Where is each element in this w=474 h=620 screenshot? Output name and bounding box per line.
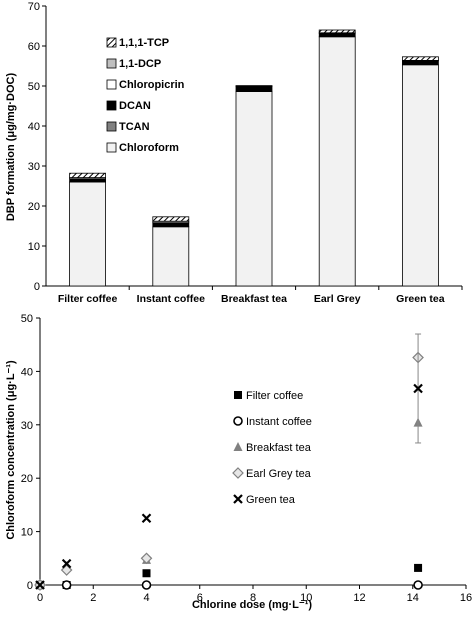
legend-label-filter-coffee: Filter coffee — [246, 390, 303, 402]
legend-marker-filter-coffee — [234, 391, 242, 399]
legend-label-breakfast-tea: Breakfast tea — [246, 442, 312, 454]
bottom-chart-y-tick-label: 50 — [21, 313, 33, 325]
legend-marker-earl-grey-tea — [232, 467, 244, 479]
legend-swatch-tcan — [106, 121, 117, 132]
top-chart-y-tick-label: 30 — [28, 161, 40, 173]
top-chart-y-tick-label: 50 — [28, 81, 40, 93]
point-instant-coffee — [61, 580, 72, 590]
top-chart-y-axis-label: DBP formation (μg/mg·DOC) — [5, 73, 17, 222]
legend-swatch-dcan — [106, 100, 117, 111]
legend-label-1-1-1-tcp: 1,1,1-TCP — [119, 37, 169, 49]
legend-swatch-chloropicrin — [106, 79, 117, 90]
bottom-chart-ticks: 0 10 20 30 40 50 0 2 4 6 8 10 12 14 16 — [21, 313, 472, 604]
bar-instant-coffee-chloroform — [152, 226, 190, 287]
top-chart-y-ticks: 0 10 20 30 40 50 60 70 — [28, 1, 46, 293]
bottom-chart-x-tick-label: 16 — [460, 592, 472, 604]
bottom-chart-y-tick-label: 20 — [21, 473, 33, 485]
top-chart-category-label: Instant coffee — [137, 293, 205, 305]
bar-earl-grey-1-1-1-tcp — [318, 29, 356, 34]
bar-earl-grey-dcan — [318, 32, 356, 38]
legend-label-green-tea: Green tea — [246, 494, 296, 506]
legend-swatch-chloroform — [106, 142, 117, 153]
bottom-chart-x-tick-label: 2 — [90, 592, 96, 604]
point-green-tea — [61, 558, 72, 569]
bar-filter-coffee-chloroform — [69, 181, 106, 287]
bottom-chart-x-axis-label: Chlorine dose (mg·L⁻¹) — [192, 599, 312, 611]
top-chart-category-label: Filter coffee — [58, 293, 118, 305]
top-chart-y-tick-label: 60 — [28, 41, 40, 53]
legend-label-1-1-dcp: 1,1-DCP — [119, 58, 161, 70]
bottom-chart-y-tick-label: 10 — [21, 527, 33, 539]
point-green-tea — [141, 513, 152, 524]
bar-earl-grey-chloroform — [318, 36, 356, 287]
bottom-chart-x-tick-label: 12 — [353, 592, 365, 604]
point-instant-coffee — [141, 580, 152, 590]
legend-marker-breakfast-tea — [233, 442, 243, 451]
bottom-chart-points — [34, 333, 424, 591]
top-chart-y-tick-label: 20 — [28, 201, 40, 213]
bar-filter-coffee-dcan — [69, 178, 106, 183]
top-chart-y-tick-label: 10 — [28, 241, 40, 253]
bar-instant-coffee-dcan — [152, 222, 190, 228]
chloroform-scatter-chart: 0 10 20 30 40 50 0 2 4 6 8 10 12 14 16 Filter coffee In… — [5, 313, 472, 611]
point-filter-coffee — [142, 569, 151, 578]
bar-filter-coffee-1-1-1-tcp — [69, 172, 106, 178]
top-chart-bars — [69, 29, 463, 290]
top-chart-category-labels: Filter coffee Instant coffee Breakfast tea… — [58, 293, 445, 305]
bar-green-tea-dcan — [401, 60, 439, 66]
bottom-chart-y-tick-label: 40 — [21, 366, 33, 378]
top-chart-category-label: Breakfast tea — [221, 293, 287, 305]
bottom-chart-x-tick-label: 4 — [143, 592, 149, 604]
bottom-chart-x-tick-label: 14 — [407, 592, 419, 604]
bottom-chart-legend: Filter coffee Instant coffee Breakfast tea… — [232, 390, 312, 506]
legend-marker-green-tea — [233, 494, 243, 504]
top-chart-y-tick-label: 70 — [28, 1, 40, 13]
legend-label-chloroform: Chloroform — [119, 142, 179, 154]
legend-swatch-1-1-dcp — [106, 58, 117, 69]
legend-label-earl-grey-tea: Earl Grey tea — [246, 468, 312, 480]
bottom-chart-x-tick-label: 6 — [197, 592, 203, 604]
top-chart-legend: 1,1,1-TCP 1,1-DCP Chloropicrin DCAN TCAN Chlo… — [106, 37, 185, 154]
bottom-chart-x-tick-label: 0 — [37, 592, 43, 604]
bar-green-tea-1-1-1-tcp — [401, 56, 439, 61]
dbp-formation-bar-chart: 0 10 20 30 40 50 60 70 Filter coffee Instant cof… — [5, 1, 463, 305]
bottom-chart-y-axis-label: Chloroform concentration (μg·L⁻¹) — [5, 360, 17, 540]
top-chart-category-label: Earl Grey — [314, 293, 361, 305]
point-green-tea — [35, 580, 45, 590]
bottom-chart-x-tick-label: 8 — [250, 592, 256, 604]
bottom-chart-y-tick-label: 30 — [21, 420, 33, 432]
bottom-chart-x-tick-label: 10 — [300, 592, 312, 604]
legend-marker-instant-coffee — [233, 416, 243, 426]
legend-label-dcan: DCAN — [119, 100, 151, 112]
legend-label-tcan: TCAN — [119, 121, 150, 133]
bar-instant-coffee-1-1-1-tcp — [152, 216, 190, 222]
bottom-chart-y-tick-label: 0 — [27, 580, 33, 592]
top-chart-category-label: Green tea — [396, 293, 445, 305]
bar-green-tea-chloroform — [401, 64, 439, 287]
legend-label-chloropicrin: Chloropicrin — [119, 79, 185, 91]
top-chart-y-tick-label: 0 — [34, 281, 40, 293]
point-green-tea — [413, 383, 423, 394]
top-chart-y-tick-label: 40 — [28, 121, 40, 133]
point-instant-coffee — [413, 580, 423, 590]
point-filter-coffee — [414, 563, 423, 572]
bar-breakfast-tea-chloroform — [235, 91, 273, 287]
bar-breakfast-tea-dcan — [235, 86, 273, 93]
legend-swatch-1-1-1-tcp — [106, 37, 117, 48]
legend-label-instant-coffee: Instant coffee — [246, 416, 312, 428]
point-earl-grey-tea — [140, 552, 153, 565]
